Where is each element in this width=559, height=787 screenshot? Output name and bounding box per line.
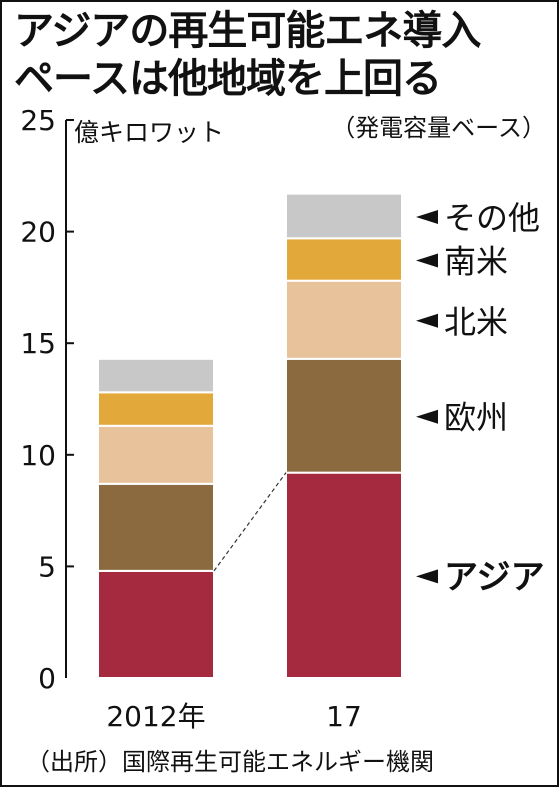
bar-segment: [97, 391, 215, 427]
y-tick-label: 20: [20, 216, 56, 249]
basis-label: （発電容量ベース）: [331, 114, 546, 142]
legend-arrow-icon: [416, 569, 438, 584]
bar-segment: [285, 279, 403, 360]
legend-arrow-icon: [416, 313, 438, 328]
y-tick-label: 25: [20, 104, 56, 137]
unit-label: 億キロワット: [74, 118, 224, 147]
bar-segment: [97, 482, 215, 572]
chart-title-line1: アジアの再生可能エネ導入: [14, 8, 481, 54]
legend-label: 北米: [444, 303, 508, 341]
legend-label: アジア: [444, 557, 545, 597]
asia-connector-line: [213, 472, 287, 572]
chart-title-line2: ペースは他地域を上回る: [14, 56, 442, 102]
y-tick-label: 0: [38, 662, 56, 695]
legend-arrow-icon: [416, 253, 438, 268]
y-tick-label: 10: [20, 439, 56, 472]
bar-segment: [285, 471, 403, 679]
legend-label: その他: [444, 199, 540, 237]
bar-segment: [285, 237, 403, 282]
y-tick-label: 5: [38, 550, 56, 583]
source-note: （出所）国際再生可能エネルギー機関: [26, 748, 434, 776]
bar-segment: [97, 424, 215, 485]
legend-label: 南米: [444, 243, 508, 281]
bar-segment: [97, 569, 215, 680]
x-tick-label: 2012年: [106, 700, 205, 733]
legend-arrow-icon: [416, 409, 438, 424]
legend-label: 欧州: [444, 399, 508, 437]
bar-segment: [97, 357, 215, 394]
x-tick-label: 17: [326, 700, 362, 733]
bar-segment: [285, 357, 403, 474]
legend-arrow-icon: [416, 209, 438, 224]
bar-segment: [285, 192, 403, 240]
y-tick-label: 15: [20, 327, 56, 360]
